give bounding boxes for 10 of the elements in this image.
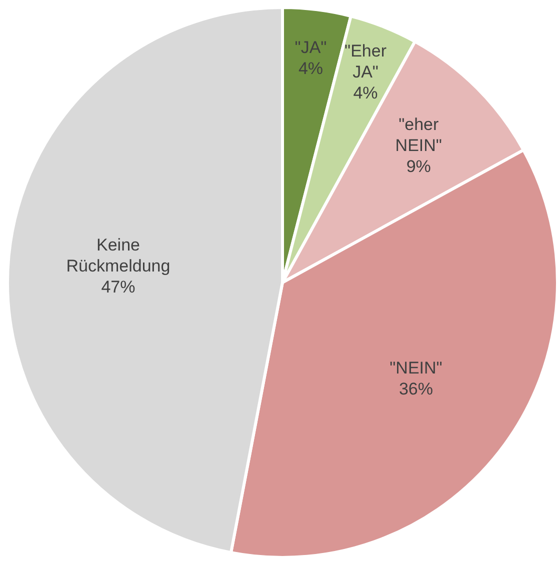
slice-label: "eher NEIN"	[395, 115, 442, 156]
slice-label: Keine Rückmeldung	[66, 236, 170, 276]
slice-label: "Eher JA"	[344, 42, 387, 82]
data-label: 47%	[101, 278, 136, 297]
data-label: 36%	[398, 380, 434, 399]
data-label: 9%	[406, 157, 431, 176]
slice-label: "NEIN"	[390, 358, 442, 378]
slice-label: "JA"	[294, 38, 327, 57]
data-label: 4%	[298, 58, 324, 78]
data-label: 4%	[353, 84, 378, 103]
